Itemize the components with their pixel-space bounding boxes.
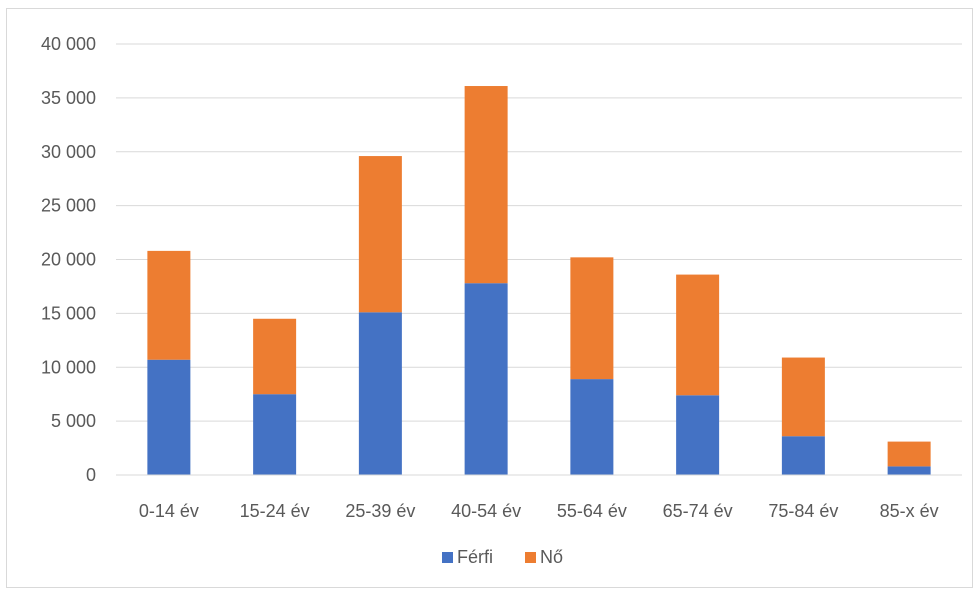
x-tick-label: 15-24 év (240, 501, 310, 521)
legend-label: Nő (540, 547, 563, 567)
legend-label: Férfi (457, 547, 493, 567)
y-tick-label: 20 000 (41, 250, 96, 270)
bar-segment-ferfi (781, 436, 825, 475)
bar-segment-ferfi (464, 283, 508, 475)
y-tick-label: 0 (86, 465, 96, 485)
bar-segment-ferfi (570, 379, 614, 475)
legend-swatch (525, 552, 536, 563)
y-tick-label: 10 000 (41, 357, 96, 377)
bar-segment-no (570, 257, 614, 380)
y-tick-label: 35 000 (41, 88, 96, 108)
x-tick-label: 40-54 év (451, 501, 521, 521)
x-tick-label: 25-39 év (345, 501, 415, 521)
y-tick-label: 15 000 (41, 303, 96, 323)
y-axis-tick-labels: 0 5 000 10 000 15 000 20 000 25 000 30 000 35 0… (41, 34, 96, 485)
x-tick-label: 85-x év (880, 501, 939, 521)
x-tick-label: 0-14 év (139, 501, 199, 521)
bar-segment-no (147, 250, 191, 360)
bar-segment-no (781, 357, 825, 437)
legend: Férfi Nő (442, 547, 563, 567)
bar-segment-ferfi (358, 312, 402, 475)
x-tick-label: 75-84 év (768, 501, 838, 521)
x-tick-label: 65-74 év (663, 501, 733, 521)
bar-segment-no (464, 86, 508, 284)
bar-segment-ferfi (147, 359, 191, 475)
bar-segment-ferfi (887, 466, 931, 475)
bar-segment-ferfi (676, 395, 720, 475)
legend-swatch (442, 552, 453, 563)
bar-segment-no (676, 274, 720, 396)
gridlines (116, 43, 962, 422)
bar-segment-ferfi (253, 394, 297, 475)
bar-segment-no (358, 156, 402, 313)
bar-segment-no (253, 318, 297, 395)
bars (147, 86, 931, 475)
y-tick-label: 40 000 (41, 34, 96, 54)
y-tick-label: 25 000 (41, 196, 96, 216)
y-tick-label: 5 000 (51, 411, 96, 431)
x-axis-tick-labels: 0-14 év 15-24 év 25-39 év 40-54 év 55-64 év 6… (139, 501, 939, 521)
x-tick-label: 55-64 év (557, 501, 627, 521)
bar-segment-no (887, 441, 931, 467)
y-tick-label: 30 000 (41, 142, 96, 162)
